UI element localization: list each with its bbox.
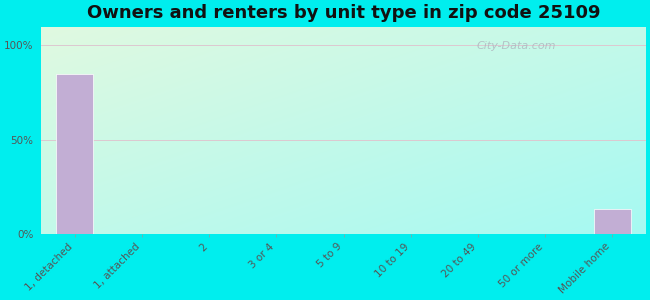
- Bar: [57, 74, 94, 234]
- Bar: [594, 209, 630, 234]
- Title: Owners and renters by unit type in zip code 25109: Owners and renters by unit type in zip c…: [87, 4, 601, 22]
- Text: City-Data.com: City-Data.com: [476, 41, 556, 51]
